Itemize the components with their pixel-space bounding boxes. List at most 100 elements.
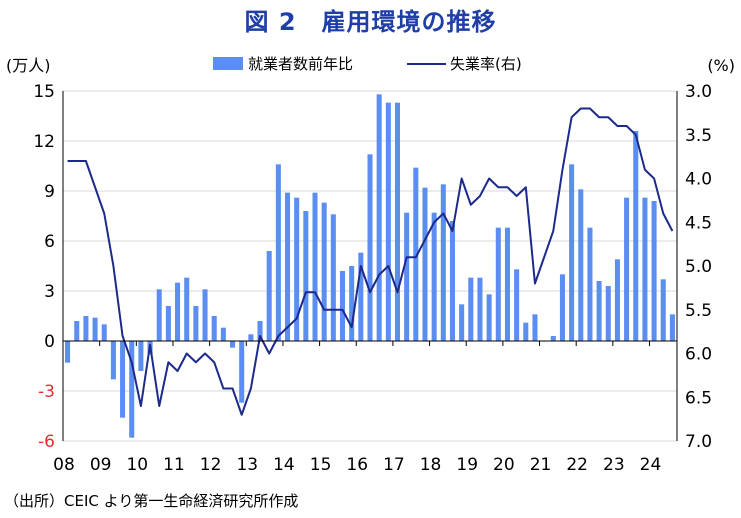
bar — [120, 341, 126, 418]
source-note: （出所）CEIC より第一生命経済研究所作成 — [4, 492, 299, 510]
bar — [165, 306, 171, 341]
x-tick-label: 16 — [346, 455, 368, 475]
x-tick-label: 23 — [603, 455, 625, 475]
bar — [514, 269, 520, 341]
bar — [404, 212, 410, 341]
bar — [440, 184, 446, 341]
y-right-tick-label: 6.5 — [685, 388, 712, 408]
x-tick-label: 19 — [456, 455, 478, 475]
bar — [459, 304, 465, 341]
bar — [569, 164, 575, 341]
bar — [303, 211, 309, 341]
y-right-axis-label: (%) — [707, 56, 735, 75]
y-left-axis-label: (万人) — [6, 56, 51, 75]
bar — [184, 277, 190, 341]
bar — [559, 274, 565, 341]
x-tick-label: 18 — [420, 455, 442, 475]
y-left-tick-label: 6 — [44, 232, 55, 252]
bar — [74, 321, 80, 341]
y-right-tick-label: 6.0 — [685, 345, 712, 365]
bar — [486, 294, 492, 341]
x-tick-label: 22 — [566, 455, 588, 475]
y-left-tick-label: 12 — [33, 132, 55, 152]
y-right-tick-label: 3.5 — [685, 126, 712, 146]
x-tick-label: 10 — [126, 455, 148, 475]
bar — [220, 327, 226, 341]
x-tick-label: 15 — [310, 455, 332, 475]
bar — [321, 202, 327, 341]
bar — [376, 94, 382, 341]
x-tick-label: 14 — [273, 455, 295, 475]
x-tick-label: 08 — [53, 455, 75, 475]
unemployment-line — [67, 107, 674, 416]
x-tick-label: 20 — [493, 455, 515, 475]
y-right-tick-label: 7.0 — [685, 432, 712, 452]
bar — [385, 102, 391, 341]
bar — [92, 317, 98, 341]
x-tick-label: 24 — [640, 455, 662, 475]
bar — [596, 281, 602, 341]
bar — [523, 322, 529, 341]
axis-labels: 15 12 9 6 3 0 -3 -6 3.0 3.5 4.0 4.5 5.0 5.5 6.0 6.5 7.0 0… — [6, 56, 735, 475]
bar — [101, 324, 107, 341]
bar — [358, 252, 364, 341]
x-tick-label: 12 — [200, 455, 222, 475]
legend-label-employment: 就業者数前年比 — [248, 55, 353, 73]
legend-label-unemployment: 失業率(右) — [450, 55, 522, 73]
bar — [422, 187, 428, 341]
bar — [504, 227, 510, 341]
bar — [156, 289, 162, 341]
bar — [633, 131, 639, 341]
bar — [294, 197, 300, 341]
bar — [65, 341, 71, 363]
bar — [266, 251, 272, 341]
bar — [129, 341, 135, 438]
y-right-tick-label: 5.5 — [685, 301, 712, 321]
bar — [349, 266, 355, 341]
bar — [614, 259, 620, 341]
y-left-tick-label: -3 — [38, 382, 55, 402]
bar — [605, 286, 611, 341]
bar — [248, 334, 254, 341]
bar — [660, 279, 666, 341]
chart-title: 図 2 雇用環境の推移 — [244, 8, 497, 36]
y-right-tick-label: 4.5 — [685, 213, 712, 233]
bar-series-employment — [65, 94, 675, 438]
bar — [587, 227, 593, 341]
bar — [449, 221, 455, 341]
employment-chart: 15 12 9 6 3 0 -3 -6 3.0 3.5 4.0 4.5 5.0 5.5 6.0 6.5 7.0 0… — [6, 55, 735, 475]
y-left-tick-label: 0 — [44, 332, 55, 352]
y-left-tick-label: 9 — [44, 182, 55, 202]
bar — [83, 316, 89, 341]
y-right-tick-label: 3.0 — [685, 82, 712, 102]
bar — [110, 341, 116, 380]
y-right-tick-label: 4.0 — [685, 170, 712, 190]
legend-swatch-bar — [213, 57, 243, 70]
line-series-unemployment — [67, 107, 674, 416]
bar — [477, 277, 483, 341]
bar — [624, 197, 630, 341]
x-tick-label: 17 — [383, 455, 405, 475]
bar — [230, 341, 236, 348]
x-tick-label: 09 — [90, 455, 112, 475]
bar — [495, 227, 501, 341]
bar — [211, 316, 217, 341]
bar — [239, 341, 245, 403]
y-left-tick-label: 3 — [44, 282, 55, 302]
bar — [312, 192, 318, 341]
bar — [578, 189, 584, 341]
bar — [550, 336, 556, 341]
bar — [339, 271, 346, 341]
y-right-tick-label: 5.0 — [685, 257, 712, 277]
bar — [468, 277, 474, 341]
bar — [285, 192, 291, 341]
bar — [330, 214, 336, 341]
bar — [431, 212, 437, 341]
bar — [257, 321, 263, 341]
axes — [62, 91, 678, 441]
bar — [202, 289, 208, 341]
bar — [651, 201, 657, 341]
bar — [275, 164, 281, 341]
bar — [642, 197, 648, 341]
x-tick-label: 21 — [530, 455, 552, 475]
